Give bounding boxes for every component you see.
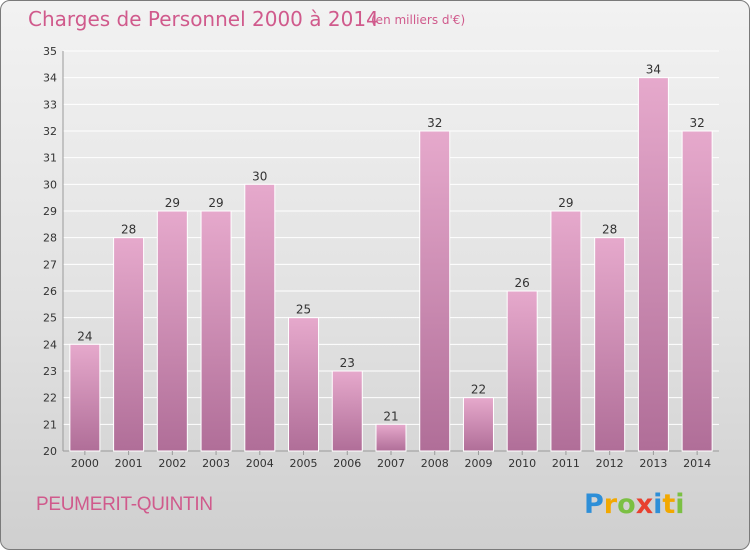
x-tick-label: 2011: [552, 457, 580, 470]
x-tick-label: 2008: [421, 457, 449, 470]
bar: [462, 397, 494, 452]
y-tick-label: 21: [43, 418, 57, 431]
y-tick-label: 24: [43, 338, 57, 351]
x-tick-label: 2005: [290, 457, 318, 470]
bar: [156, 210, 188, 452]
x-tick-label: 2001: [115, 457, 143, 470]
y-tick-label: 28: [43, 232, 57, 245]
y-tick-label: 29: [43, 205, 57, 218]
y-tick-label: 25: [43, 312, 57, 325]
x-tick-label: 2003: [202, 457, 230, 470]
bar: [681, 130, 713, 452]
logo-letter: x: [635, 489, 654, 520]
data-label: 21: [383, 409, 398, 423]
x-tick-label: 2002: [158, 457, 186, 470]
data-label: 22: [471, 383, 486, 397]
y-tick-label: 31: [43, 152, 57, 165]
y-tick-label: 35: [43, 45, 57, 58]
y-tick-label: 22: [43, 392, 57, 405]
x-tick-label: 2006: [333, 457, 361, 470]
data-label: 29: [165, 196, 180, 210]
y-tick-label: 27: [43, 258, 57, 271]
y-tick-label: 33: [43, 98, 57, 111]
proxiti-logo: Proxiti: [584, 489, 685, 520]
x-tick-label: 2010: [508, 457, 536, 470]
data-label: 28: [602, 223, 617, 237]
commune-name: PEUMERIT-QUINTIN: [36, 494, 213, 515]
data-label: 32: [689, 116, 704, 130]
data-label: 25: [296, 303, 311, 317]
bar: [637, 77, 669, 452]
x-tick-label: 2012: [596, 457, 624, 470]
x-tick-label: 2014: [683, 457, 711, 470]
data-label: 23: [340, 356, 355, 370]
x-tick-label: 2009: [464, 457, 492, 470]
bar: [375, 423, 407, 452]
bar: [331, 370, 363, 452]
data-label: 29: [208, 196, 223, 210]
bar: [244, 183, 276, 452]
bar: [113, 237, 145, 452]
bar: [506, 290, 538, 452]
x-tick-label: 2000: [71, 457, 99, 470]
y-tick-label: 23: [43, 365, 57, 378]
x-tick-label: 2004: [246, 457, 274, 470]
bar: [288, 317, 320, 452]
y-tick-label: 30: [43, 178, 57, 191]
y-tick-label: 26: [43, 285, 57, 298]
data-label: 30: [252, 169, 267, 183]
data-label: 24: [77, 329, 92, 343]
logo-letter: i: [653, 489, 663, 520]
data-label: 32: [427, 116, 442, 130]
y-tick-label: 32: [43, 125, 57, 138]
data-label: 34: [646, 63, 661, 77]
bar: [594, 237, 626, 452]
bar: [200, 210, 232, 452]
chart-subtitle: (en milliers d'€): [371, 13, 466, 27]
logo-letter: i: [675, 489, 685, 520]
data-label: 29: [558, 196, 573, 210]
logo-letter: r: [603, 489, 618, 520]
chart-title: Charges de Personnel 2000 à 2014: [28, 7, 379, 31]
logo-letter: o: [617, 489, 636, 520]
bar: [550, 210, 582, 452]
y-tick-label: 34: [43, 72, 57, 85]
x-tick-label: 2007: [377, 457, 405, 470]
y-tick-label: 20: [43, 445, 57, 458]
bar: [69, 343, 101, 452]
x-tick-label: 2013: [639, 457, 667, 470]
logo-letter: P: [584, 489, 604, 520]
logo-letter: t: [662, 489, 676, 520]
data-label: 28: [121, 223, 136, 237]
bar: [419, 130, 451, 452]
data-label: 26: [515, 276, 530, 290]
